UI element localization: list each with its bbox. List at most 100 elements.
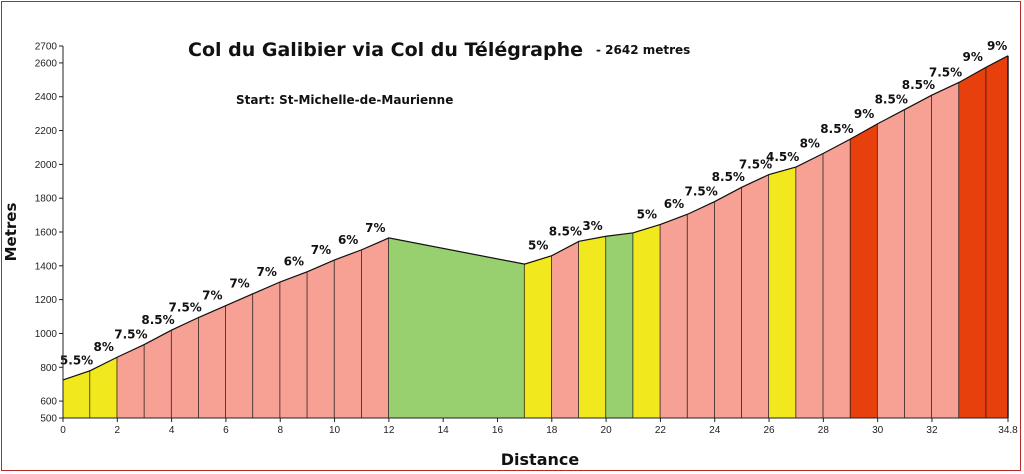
grade-label-30: 9% bbox=[987, 39, 1007, 53]
grade-label-29: 9% bbox=[963, 50, 983, 64]
segment-bar-28 bbox=[931, 82, 960, 418]
grade-label-20: 8.5% bbox=[712, 170, 745, 184]
x-tick-label-5: 10 bbox=[329, 425, 341, 436]
grade-label-2: 7.5% bbox=[114, 327, 147, 341]
segment-bar-23 bbox=[796, 153, 824, 418]
gradient-segments bbox=[62, 55, 1009, 419]
segment-bar-24 bbox=[823, 139, 851, 418]
grade-label-19: 7.5% bbox=[685, 185, 718, 199]
x-tick-labels: 0 2 4 6 8 10 12 14 16 18 20 22 24 26 28 30 32 34.8 bbox=[60, 418, 1018, 436]
y-tick-label-7: 1800 bbox=[35, 194, 58, 205]
y-tick-label-9: 2200 bbox=[35, 126, 58, 137]
grade-label-8: 6% bbox=[284, 255, 304, 269]
y-tick-label-12: 2700 bbox=[35, 42, 58, 53]
segment-bar-15 bbox=[578, 236, 607, 418]
y-tick-label-11: 2600 bbox=[35, 58, 58, 69]
segment-bar-9 bbox=[307, 259, 335, 418]
y-tick-labels: 500 600 800 1000 1200 1400 1600 1800 2000 2200 240… bbox=[35, 42, 63, 425]
segment-bar-1 bbox=[90, 357, 118, 418]
grade-label-28: 7.5% bbox=[929, 65, 962, 79]
grade-label-9: 7% bbox=[311, 243, 331, 257]
grade-label-22: 4.5% bbox=[766, 150, 799, 164]
segment-bar-17 bbox=[633, 224, 661, 418]
grade-label-26: 8.5% bbox=[875, 92, 908, 106]
segment-bar-0 bbox=[63, 370, 91, 418]
profile-outline bbox=[62, 55, 1009, 381]
segment-bar-27 bbox=[904, 95, 932, 418]
y-tick-label-5: 1400 bbox=[35, 261, 58, 272]
y-axis-title: Metres bbox=[2, 203, 20, 262]
y-tick-label-4: 1200 bbox=[35, 295, 58, 306]
grade-label-13: 5% bbox=[528, 239, 548, 253]
segment-bar-29 bbox=[959, 67, 987, 419]
grade-label-25: 9% bbox=[854, 107, 874, 121]
x-tick-label-12: 24 bbox=[709, 425, 721, 436]
segment-bar-20 bbox=[714, 187, 742, 418]
x-tick-label-9: 18 bbox=[546, 425, 558, 436]
x-tick-label-0: 0 bbox=[60, 425, 66, 436]
x-tick-label-1: 2 bbox=[115, 425, 121, 436]
start-annotation: Start: St-Michelle-de-Maurienne bbox=[236, 93, 453, 107]
x-tick-label-11: 22 bbox=[655, 425, 667, 436]
y-tick-label-8: 2000 bbox=[35, 160, 58, 171]
x-tick-label-2: 4 bbox=[169, 425, 175, 436]
segment-bar-8 bbox=[280, 271, 308, 418]
grade-labels: 5.5%8%7.5%8.5%7.5%7%7%7%6%7%6%7%5%8.5% 3%… bbox=[60, 39, 1007, 368]
grade-label-18: 6% bbox=[664, 197, 684, 211]
segment-bar-6 bbox=[225, 293, 254, 418]
x-tick-label-4: 8 bbox=[277, 425, 283, 436]
x-tick-label-10: 20 bbox=[601, 425, 613, 436]
segment-bar-7 bbox=[253, 281, 281, 418]
grade-label-6: 7% bbox=[229, 277, 249, 291]
segment-bar-16 bbox=[606, 232, 634, 418]
segment-bar-30 bbox=[986, 55, 1008, 418]
grade-label-24: 8.5% bbox=[820, 122, 853, 136]
x-tick-label-6: 12 bbox=[383, 425, 395, 436]
grade-label-3: 8.5% bbox=[141, 313, 174, 327]
grade-label-10: 6% bbox=[338, 233, 358, 247]
grade-label-4: 7.5% bbox=[169, 300, 202, 314]
grade-label-0: 5.5% bbox=[60, 354, 93, 368]
y-tick-label-0: 500 bbox=[40, 414, 57, 425]
grade-label-14: 8.5% bbox=[549, 224, 582, 238]
grade-label-21: 7.5% bbox=[739, 158, 772, 172]
segment-bar-25 bbox=[850, 123, 878, 419]
grade-label-17: 5% bbox=[637, 207, 657, 221]
segment-bar-14 bbox=[551, 241, 579, 418]
segment-bar-22 bbox=[769, 166, 797, 418]
x-axis-title: Distance bbox=[501, 450, 580, 469]
y-tick-label-2: 800 bbox=[40, 363, 57, 374]
segment-bar-26 bbox=[877, 109, 905, 418]
x-tick-label-17: 34.8 bbox=[998, 425, 1018, 436]
y-tick-label-3: 1000 bbox=[35, 329, 58, 340]
segment-bar-5 bbox=[198, 305, 226, 418]
chart-subtitle: - 2642 metres bbox=[596, 43, 690, 57]
grade-label-7: 7% bbox=[256, 265, 276, 279]
grade-label-11: 7% bbox=[365, 221, 385, 235]
segment-bar-19 bbox=[687, 201, 715, 418]
segment-bar-21 bbox=[741, 174, 770, 418]
grade-label-23: 8% bbox=[800, 136, 820, 150]
y-tick-label-10: 2400 bbox=[35, 92, 58, 103]
segment-bar-13 bbox=[524, 255, 552, 418]
segment-bar-2 bbox=[117, 344, 145, 418]
segment-bar-4 bbox=[171, 317, 199, 418]
segment-bar-3 bbox=[144, 330, 172, 418]
x-tick-label-15: 30 bbox=[872, 425, 884, 436]
grade-label-15: 3% bbox=[582, 219, 602, 233]
grade-label-27: 8.5% bbox=[902, 78, 935, 92]
segment-bar-11 bbox=[361, 237, 389, 418]
x-tick-label-8: 16 bbox=[492, 425, 504, 436]
segment-bar-12 bbox=[388, 237, 525, 418]
chart-title: Col du Galibier via Col du Télégraphe bbox=[188, 39, 583, 61]
grade-label-1: 8% bbox=[94, 340, 114, 354]
x-tick-label-14: 28 bbox=[818, 425, 830, 436]
segment-bar-10 bbox=[334, 249, 362, 418]
x-tick-label-3: 6 bbox=[223, 425, 229, 436]
grade-label-5: 7% bbox=[202, 289, 222, 303]
x-tick-label-7: 14 bbox=[438, 425, 450, 436]
y-tick-label-6: 1600 bbox=[35, 228, 58, 239]
x-tick-label-16: 32 bbox=[926, 425, 938, 436]
